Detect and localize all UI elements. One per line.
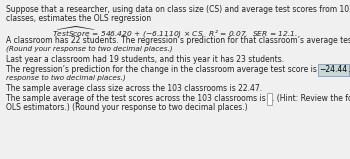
Text: . (Hint: Review the formulas for the: . (Hint: Review the formulas for the [272,94,350,103]
Text: The sample average of the test scores across the 103 classrooms is: The sample average of the test scores ac… [6,94,268,103]
Text: The regression’s prediction for the change in the classroom average test score i: The regression’s prediction for the chan… [6,65,319,74]
Text: Last year a classroom had 19 students, and this year it has 23 students.: Last year a classroom had 19 students, a… [6,55,284,64]
Text: response to two decimal places.): response to two decimal places.) [6,74,126,81]
Text: Suppose that a researcher, using data on class size (CS) and average test scores: Suppose that a researcher, using data on… [6,5,350,14]
Text: −24.44: −24.44 [319,66,347,75]
Text: OLS estimators.) (Round your response to two decimal places.): OLS estimators.) (Round your response to… [6,103,248,112]
Text: . (Round your: . (Round your [348,65,350,74]
Text: A classroom has 22 students. The regression’s prediction for that classroom’s av: A classroom has 22 students. The regress… [6,36,350,45]
Text: The sample average class size across the 103 classrooms is 22.47.: The sample average class size across the… [6,84,262,93]
Text: $\widehat{TestScore}$ = 546.420 + (−6.1110) × CS,  R² = 0.07,  SER = 12.1.: $\widehat{TestScore}$ = 546.420 + (−6.11… [52,24,298,40]
Text: (Round your response to two decimal places.): (Round your response to two decimal plac… [6,45,173,52]
Text: classes, estimates the OLS regression: classes, estimates the OLS regression [6,14,151,23]
